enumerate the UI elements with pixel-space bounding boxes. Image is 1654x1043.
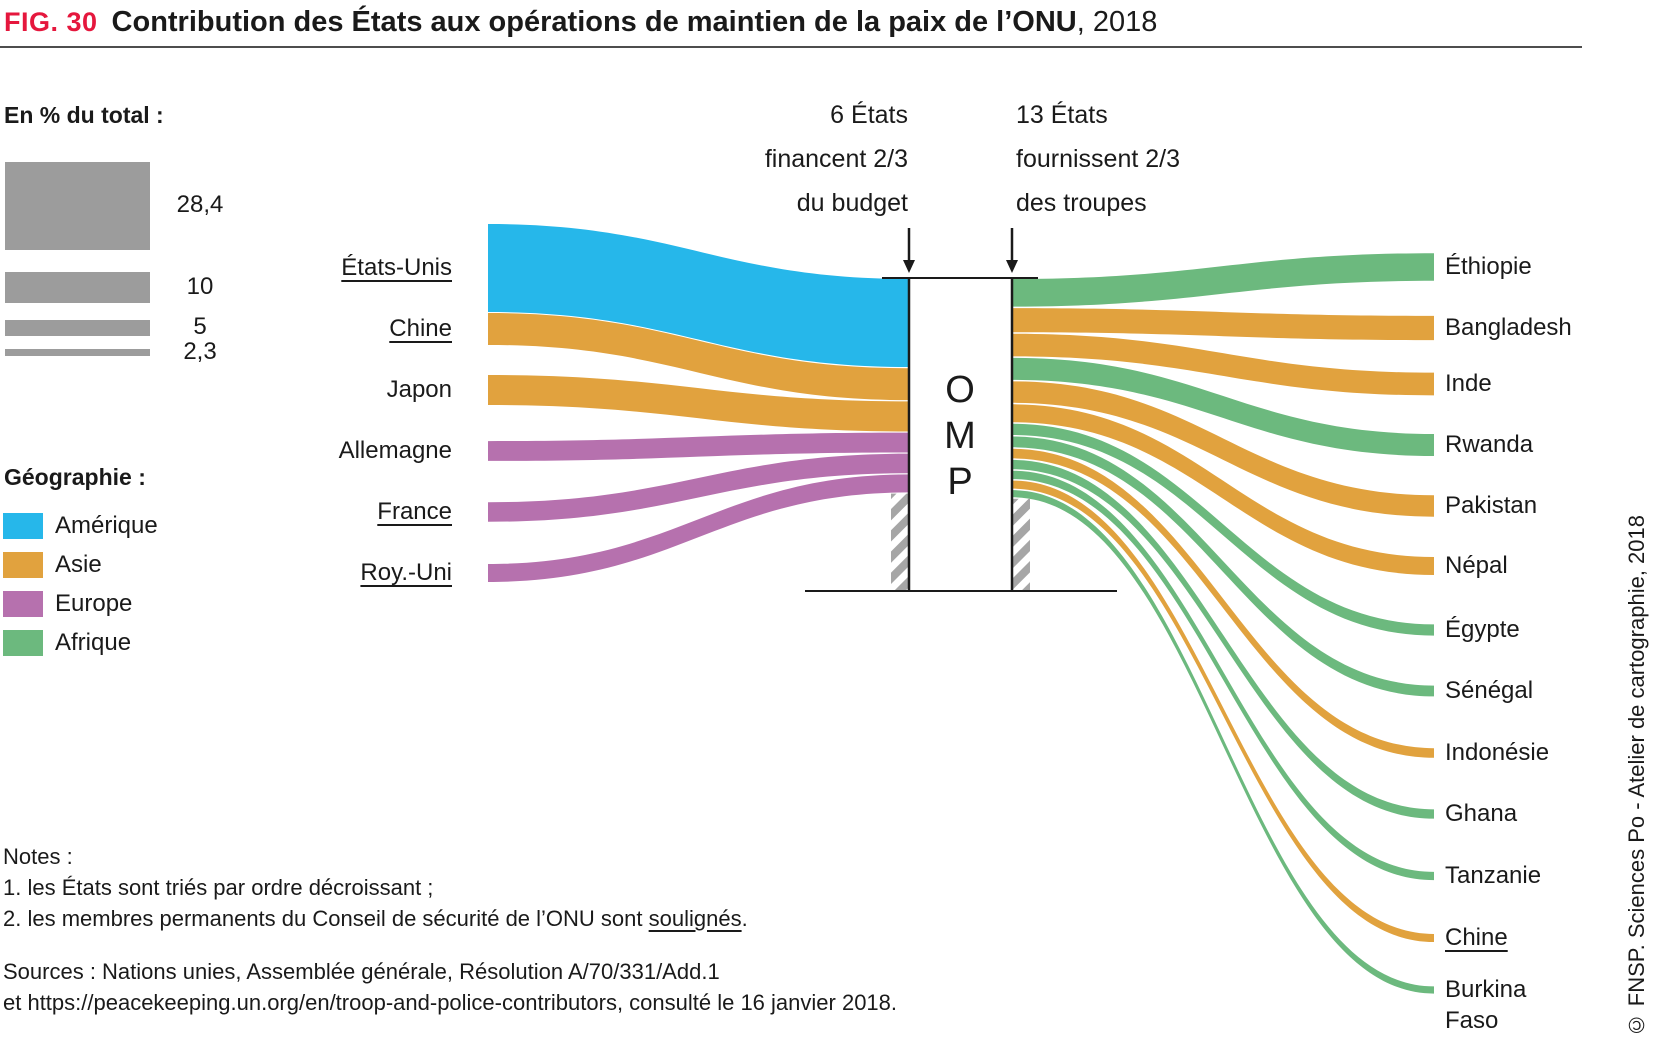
- source-line-2: et https://peacekeeping.un.org/en/troop-…: [3, 990, 898, 1015]
- troop-node-label-pakistan: Pakistan: [1445, 492, 1538, 519]
- figure-number: FIG. 30: [4, 7, 98, 37]
- omp-letter: O: [945, 369, 976, 411]
- troop-node-label-bangladesh: Bangladesh: [1445, 314, 1572, 341]
- budget-annotation-line: 6 États: [830, 101, 908, 129]
- troops-annotation: 13 États fournissent 2/3 des troupes: [1016, 93, 1180, 225]
- troop-node-label-egypte: Égypte: [1445, 616, 1520, 643]
- note-2-underlined-word: soulignés: [648, 906, 742, 931]
- budget-node-label-chine: Chine: [389, 315, 452, 342]
- note-2-text: 2. les membres permanents du Conseil de …: [3, 906, 649, 931]
- troop-node-label-ghana: Ghana: [1445, 800, 1518, 827]
- troops-annotation-line: fournissent 2/3: [1016, 145, 1180, 173]
- troops-annotation-line: 13 États: [1016, 101, 1108, 129]
- figure-header: FIG. 30 Contribution des États aux opérat…: [4, 6, 1157, 39]
- budget-node-label-japon: Japon: [386, 376, 452, 403]
- notes-block: Notes : 1. les États sont triés par ordr…: [3, 841, 748, 934]
- troop-node-label-nepal: Népal: [1445, 552, 1508, 579]
- sources-block: Sources : Nations unies, Assemblée génér…: [3, 956, 897, 1018]
- size-legend-value: 5: [193, 312, 207, 340]
- afrique-color-swatch: [3, 630, 43, 656]
- geo-legend-label: Amérique: [55, 512, 158, 539]
- troop-node-label-indonesie: Indonésie: [1445, 739, 1550, 766]
- troops-annotation-line: des troupes: [1016, 189, 1147, 217]
- troop-node-label-burkina-faso: Burkina Faso: [1445, 976, 1527, 1034]
- title-divider: [0, 46, 1582, 48]
- asie-color-swatch: [3, 552, 43, 578]
- troop-node-label-rwanda: Rwanda: [1445, 431, 1534, 458]
- budget-node-label-allemagne: Allemagne: [338, 437, 452, 464]
- source-line-1: Sources : Nations unies, Assemblée génér…: [3, 959, 720, 984]
- budget-node-label-roy-uni: Roy.-Uni: [360, 559, 452, 586]
- budget-annotation-line: financent 2/3: [764, 145, 908, 173]
- size-legend-bar-28-4: [5, 162, 150, 251]
- size-legend-bar-10: [5, 272, 150, 303]
- note-2: 2. les membres permanents du Conseil de …: [3, 903, 748, 934]
- europe-color-swatch: [3, 591, 43, 617]
- troop-node-label-chine: Chine: [1445, 924, 1508, 951]
- size-legend-title: En % du total :: [4, 102, 164, 128]
- size-legend-value: 10: [186, 272, 214, 300]
- budget-annotation: 6 États financent 2/3 du budget: [765, 93, 908, 225]
- troop-node-label-senegal: Sénégal: [1445, 677, 1534, 704]
- geo-legend-label: Europe: [55, 590, 133, 617]
- notes-title: Notes :: [3, 844, 73, 869]
- troop-node-label-ethiopie: Éthiopie: [1445, 253, 1532, 280]
- budget-node-label-etats-unis: États-Unis: [341, 254, 452, 281]
- geo-legend-label: Asie: [55, 551, 102, 578]
- budget-node-label-france: France: [377, 498, 452, 525]
- figure-title-year: , 2018: [1076, 6, 1158, 38]
- size-legend-value: 28,4: [176, 191, 224, 219]
- copyright-credit: © FNSP. Sciences Po - Atelier de cartogr…: [1624, 514, 1649, 1037]
- troop-node-label-tanzanie: Tanzanie: [1445, 862, 1542, 889]
- amerique-color-swatch: [3, 513, 43, 539]
- geo-legend-label: Afrique: [55, 629, 132, 656]
- omp-letter: P: [947, 461, 974, 503]
- note-2-period: .: [741, 906, 748, 931]
- figure-title: Contribution des États aux opérations de…: [111, 6, 1077, 38]
- omp-letter: M: [944, 415, 977, 457]
- size-legend-bar-2-3: [5, 349, 150, 357]
- troop-node-label-inde: Inde: [1445, 370, 1492, 397]
- geo-legend-title: Géographie :: [4, 464, 146, 490]
- size-legend-value: 2,3: [183, 337, 217, 365]
- budget-annotation-line: du budget: [796, 189, 908, 217]
- note-1: 1. les États sont triés par ordre décroi…: [3, 875, 434, 900]
- size-legend-bar-5: [5, 320, 150, 336]
